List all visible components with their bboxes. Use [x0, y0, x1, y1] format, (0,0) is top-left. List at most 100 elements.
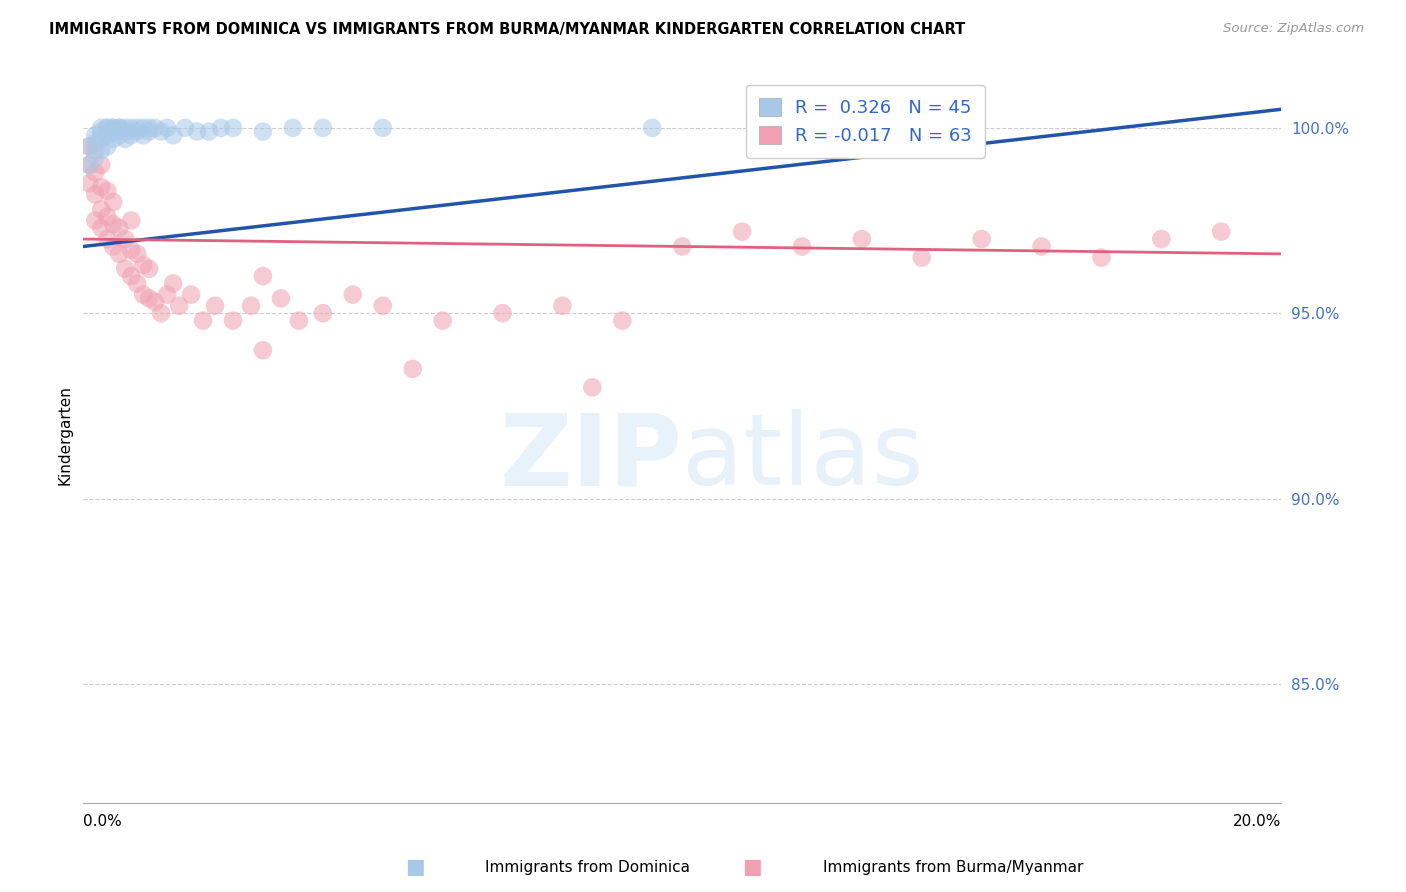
- Point: [132, 258, 155, 272]
- Point: [641, 120, 664, 135]
- Text: IMMIGRANTS FROM DOMINICA VS IMMIGRANTS FROM BURMA/MYANMAR KINDERGARTEN CORRELATI: IMMIGRANTS FROM DOMINICA VS IMMIGRANTS F…: [49, 22, 966, 37]
- Point: [371, 299, 394, 313]
- Point: [138, 291, 160, 305]
- Point: [120, 243, 142, 257]
- Point: [84, 136, 107, 150]
- Point: [671, 239, 693, 253]
- Point: [1031, 239, 1053, 253]
- Point: [96, 120, 118, 135]
- Point: [371, 120, 394, 135]
- Point: [222, 120, 245, 135]
- Point: [127, 277, 149, 291]
- Point: [114, 120, 136, 135]
- Point: [143, 120, 166, 135]
- Point: [167, 299, 190, 313]
- Point: [198, 124, 221, 138]
- Point: [90, 132, 112, 146]
- Point: [77, 139, 100, 153]
- Point: [108, 221, 131, 235]
- Point: [77, 158, 100, 172]
- Point: [103, 239, 125, 253]
- Point: [186, 124, 208, 138]
- Point: [911, 251, 934, 265]
- Point: [281, 120, 304, 135]
- Point: [108, 120, 131, 135]
- Point: [84, 143, 107, 157]
- Point: [108, 120, 131, 135]
- Text: ■: ■: [405, 857, 425, 877]
- Point: [103, 120, 125, 135]
- Point: [90, 158, 112, 172]
- Point: [108, 247, 131, 261]
- Point: [1090, 251, 1112, 265]
- Point: [491, 306, 513, 320]
- Point: [90, 221, 112, 235]
- Point: [84, 151, 107, 165]
- Point: [127, 247, 149, 261]
- Point: [77, 139, 100, 153]
- Point: [612, 313, 634, 327]
- Point: [90, 120, 112, 135]
- Point: [204, 299, 226, 313]
- Point: [252, 269, 274, 284]
- Point: [581, 380, 603, 394]
- Point: [551, 299, 574, 313]
- Point: [103, 217, 125, 231]
- Point: [312, 306, 335, 320]
- Point: [132, 128, 155, 143]
- Point: [191, 313, 214, 327]
- Point: [162, 277, 184, 291]
- Point: [132, 120, 155, 135]
- Point: [731, 225, 754, 239]
- Point: [132, 287, 155, 301]
- Point: [96, 232, 118, 246]
- Point: [222, 313, 245, 327]
- Point: [114, 132, 136, 146]
- Point: [156, 287, 179, 301]
- Point: [84, 213, 107, 227]
- Point: [288, 313, 311, 327]
- Point: [432, 313, 454, 327]
- Point: [103, 120, 125, 135]
- Point: [150, 306, 173, 320]
- Legend: R =  0.326   N = 45, R = -0.017   N = 63: R = 0.326 N = 45, R = -0.017 N = 63: [747, 85, 984, 158]
- Point: [114, 124, 136, 138]
- Point: [252, 124, 274, 138]
- Point: [103, 132, 125, 146]
- Point: [84, 187, 107, 202]
- Point: [138, 120, 160, 135]
- Point: [240, 299, 263, 313]
- Point: [143, 295, 166, 310]
- Point: [96, 120, 118, 135]
- Point: [180, 287, 202, 301]
- Point: [96, 210, 118, 224]
- Point: [312, 120, 335, 135]
- Point: [1150, 232, 1173, 246]
- Point: [108, 128, 131, 143]
- Point: [138, 124, 160, 138]
- Text: 20.0%: 20.0%: [1233, 814, 1281, 829]
- Point: [150, 124, 173, 138]
- Point: [114, 232, 136, 246]
- Point: [120, 213, 142, 227]
- Point: [342, 287, 364, 301]
- Point: [127, 124, 149, 138]
- Text: Immigrants from Dominica: Immigrants from Dominica: [485, 860, 690, 874]
- Text: 0.0%: 0.0%: [83, 814, 122, 829]
- Point: [90, 124, 112, 138]
- Point: [209, 120, 232, 135]
- Point: [252, 343, 274, 358]
- Point: [90, 180, 112, 194]
- Point: [103, 194, 125, 209]
- Point: [90, 143, 112, 157]
- Point: [84, 165, 107, 179]
- Point: [114, 261, 136, 276]
- Point: [77, 158, 100, 172]
- Point: [120, 128, 142, 143]
- Point: [120, 269, 142, 284]
- Point: [77, 177, 100, 191]
- Point: [138, 261, 160, 276]
- Y-axis label: Kindergarten: Kindergarten: [58, 385, 72, 485]
- Point: [156, 120, 179, 135]
- Point: [90, 202, 112, 217]
